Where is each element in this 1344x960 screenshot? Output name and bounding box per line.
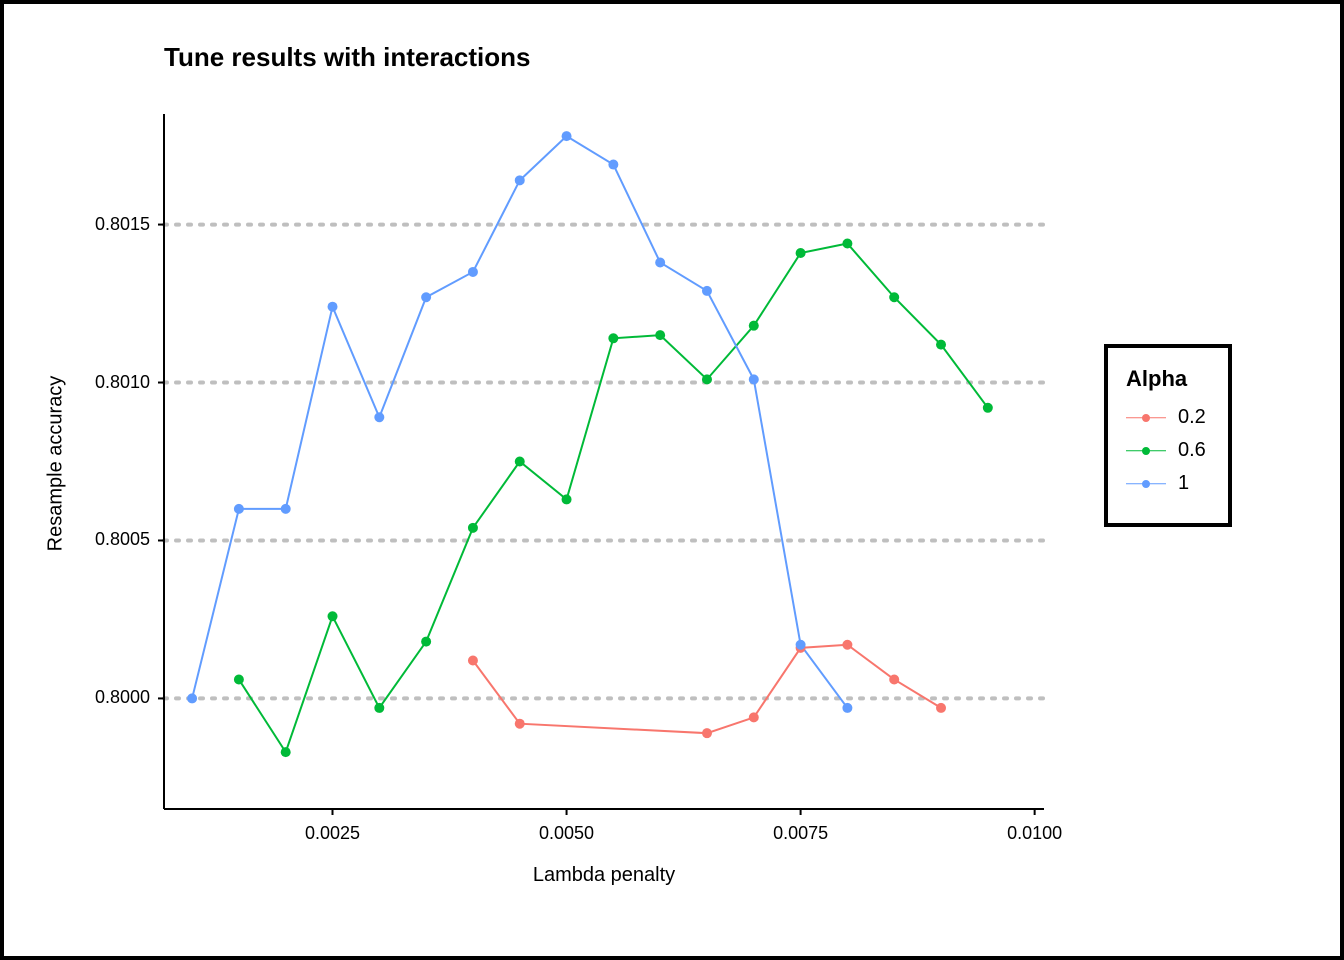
- series-marker: [655, 330, 665, 340]
- series-marker: [608, 333, 618, 343]
- series-marker: [562, 131, 572, 141]
- series-marker: [281, 747, 291, 757]
- series-marker: [796, 640, 806, 650]
- series-marker: [889, 292, 899, 302]
- series-marker: [702, 728, 712, 738]
- series-marker: [749, 712, 759, 722]
- y-tick-label: 0.8005: [95, 529, 150, 550]
- legend-swatch-icon: [1126, 474, 1166, 494]
- series-marker: [655, 257, 665, 267]
- series-marker: [889, 674, 899, 684]
- legend-item-label: 0.6: [1178, 439, 1206, 462]
- series-marker: [328, 302, 338, 312]
- chart-title: Tune results with interactions: [164, 42, 530, 73]
- series-line: [239, 244, 988, 753]
- legend: Alpha 0.2 0.6 1: [1104, 344, 1232, 527]
- series-marker: [842, 703, 852, 713]
- y-tick-label: 0.8015: [95, 214, 150, 235]
- series-line: [192, 136, 847, 708]
- y-tick-label: 0.8010: [95, 372, 150, 393]
- series-line: [473, 645, 941, 733]
- series-marker: [702, 374, 712, 384]
- legend-item: 1: [1126, 472, 1206, 495]
- series-marker: [562, 494, 572, 504]
- series-marker: [842, 239, 852, 249]
- legend-title: Alpha: [1126, 366, 1206, 392]
- x-tick-label: 0.0100: [1000, 823, 1070, 844]
- series-marker: [468, 267, 478, 277]
- series-marker: [749, 374, 759, 384]
- series-marker: [468, 656, 478, 666]
- series-marker: [421, 637, 431, 647]
- series-marker: [842, 640, 852, 650]
- y-tick-label: 0.8000: [95, 687, 150, 708]
- series-marker: [936, 703, 946, 713]
- series-marker: [515, 175, 525, 185]
- series-marker: [702, 286, 712, 296]
- series-marker: [234, 504, 244, 514]
- x-tick-label: 0.0025: [298, 823, 368, 844]
- series-marker: [421, 292, 431, 302]
- chart-frame: Tune results with interactions Lambda pe…: [0, 0, 1344, 960]
- legend-swatch-icon: [1126, 408, 1166, 428]
- x-tick-label: 0.0075: [766, 823, 836, 844]
- legend-item-label: 1: [1178, 472, 1189, 495]
- legend-item: 0.6: [1126, 439, 1206, 462]
- legend-item-label: 0.2: [1178, 406, 1206, 429]
- series-marker: [608, 160, 618, 170]
- series-marker: [281, 504, 291, 514]
- x-axis-label: Lambda penalty: [504, 864, 704, 887]
- series-marker: [983, 403, 993, 413]
- legend-swatch-icon: [1126, 441, 1166, 461]
- series-marker: [374, 703, 384, 713]
- legend-item: 0.2: [1126, 406, 1206, 429]
- series-marker: [515, 457, 525, 467]
- chart-plot-area: [164, 114, 1046, 811]
- series-marker: [468, 523, 478, 533]
- series-marker: [749, 321, 759, 331]
- series-marker: [187, 693, 197, 703]
- series-marker: [796, 248, 806, 258]
- series-marker: [936, 340, 946, 350]
- series-marker: [234, 674, 244, 684]
- series-marker: [374, 412, 384, 422]
- x-tick-label: 0.0050: [532, 823, 602, 844]
- series-marker: [515, 719, 525, 729]
- y-axis-label: Resample accuracy: [45, 344, 68, 584]
- series-marker: [328, 611, 338, 621]
